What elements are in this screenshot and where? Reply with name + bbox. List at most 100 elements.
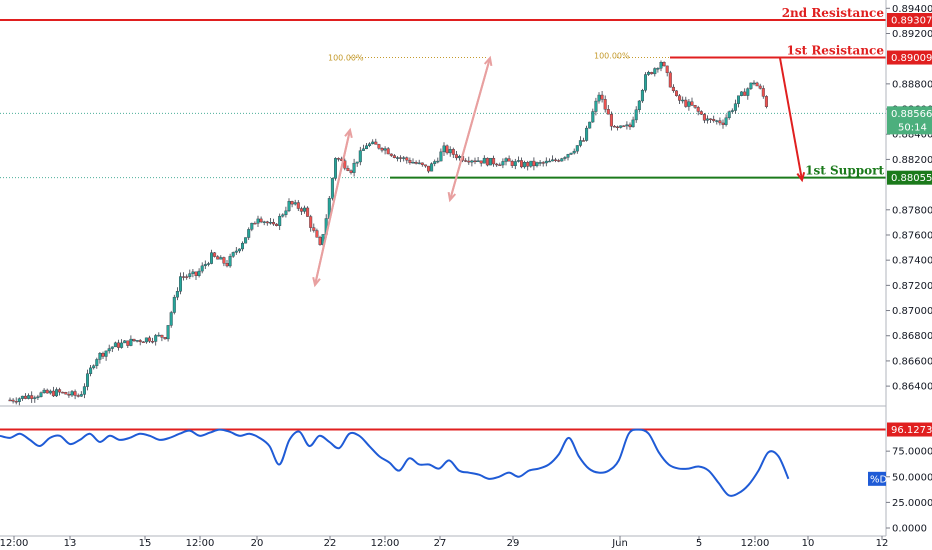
price-tick-label: 0.89200 [892, 29, 932, 40]
candle-body [299, 208, 303, 212]
candle-body [730, 110, 734, 112]
candle-body [755, 82, 759, 87]
candle-body [144, 337, 148, 343]
candle-body [572, 150, 576, 154]
candle-body [696, 107, 700, 112]
candle-body [389, 153, 393, 156]
candle-body [309, 216, 313, 228]
candle-body [312, 227, 316, 231]
proj-arrow-b-down-shaft [449, 57, 491, 201]
candle-body [64, 392, 68, 395]
countdown-text: 50:14 [898, 122, 927, 133]
candle-body [582, 140, 586, 142]
candle-body [563, 157, 567, 159]
first-resistance-badge [887, 50, 932, 65]
candle-body [290, 201, 294, 205]
osc-tick-label: 0.0000 [892, 524, 927, 535]
candle-body [113, 342, 117, 348]
candle-body [489, 157, 493, 166]
candle-body [337, 158, 341, 160]
osc-tick-label: 50.0000 [892, 472, 932, 483]
candle-body [706, 118, 710, 121]
candle-body [402, 157, 406, 159]
down-projection-arrow-head [796, 172, 806, 183]
current-price-badge [887, 106, 932, 135]
candle-body [132, 338, 136, 342]
candle-body [11, 399, 15, 402]
candle-body [724, 117, 728, 125]
candle-body [48, 390, 52, 394]
time-tick-label: 13 [64, 538, 77, 549]
stochastic-d-line [0, 428, 790, 497]
candle-body [529, 160, 533, 167]
candle-body [681, 99, 685, 102]
candle-body [250, 222, 254, 230]
candle-body [464, 160, 468, 162]
candle-body [361, 148, 365, 151]
candle-body [535, 162, 539, 167]
candle-body [392, 155, 396, 159]
time-tick-label: 27 [434, 538, 447, 549]
candle-body [761, 88, 765, 97]
candle-body [578, 140, 582, 146]
candle-body [594, 100, 598, 112]
candle-body [544, 160, 548, 164]
candle-body [591, 111, 595, 123]
candle-body [420, 162, 424, 165]
candle-body [498, 164, 502, 167]
candle-body [234, 250, 238, 253]
candle-body [396, 157, 400, 159]
candle-body [458, 156, 462, 159]
candle-body [85, 373, 89, 387]
osc-tick-label: 25.0000 [892, 498, 932, 509]
candle-body [569, 152, 573, 155]
proj-arrow-a-up-shaft [314, 129, 351, 286]
price-tick-label: 0.88400 [892, 130, 932, 141]
candle-body [684, 99, 688, 107]
osc-tick-label: 75.0000 [892, 447, 932, 458]
candle-body [166, 325, 170, 340]
candle-body [79, 394, 83, 397]
fib-label-right: 100.00% [594, 52, 630, 61]
time-tick-label: 20 [251, 538, 264, 549]
candle-body [634, 109, 638, 121]
oscillator-level-badge [887, 422, 932, 437]
candle-body [510, 160, 514, 166]
candle-body [764, 96, 768, 107]
candle-body [346, 168, 350, 171]
candle-body [30, 395, 34, 399]
candle-body [743, 91, 747, 96]
candle-body [380, 148, 384, 151]
time-tick-label: 5 [696, 538, 702, 549]
candle-body [427, 165, 431, 172]
candle-body [154, 335, 158, 342]
candle-body [61, 391, 65, 394]
candle-body [436, 160, 440, 163]
oscillator-d-text: %D [870, 474, 888, 485]
candle-body [411, 162, 415, 164]
second-resistance-label: 2nd Resistance [782, 6, 885, 20]
candle-body [126, 340, 130, 346]
candle-body [690, 101, 694, 106]
candle-body [653, 68, 657, 75]
time-tick-label: 12:00 [741, 538, 770, 549]
candle-body [758, 85, 762, 89]
candle-body [647, 72, 651, 75]
candle-body [175, 291, 179, 298]
price-tick-label: 0.87400 [892, 256, 932, 267]
candle-body [625, 124, 629, 127]
first-support-badge-text: 0.88055 [891, 173, 932, 184]
candle-body [541, 162, 545, 164]
candle-body [287, 201, 291, 212]
candle-body [715, 120, 719, 122]
candle-body [231, 252, 235, 257]
candle-body [616, 126, 620, 129]
candle-body [675, 90, 679, 96]
candle-body [318, 237, 322, 245]
candle-body [448, 149, 452, 154]
candle-body [727, 111, 731, 119]
candle-body [95, 359, 99, 366]
time-tick-label: 12 [876, 538, 889, 549]
candle-body [445, 145, 449, 154]
